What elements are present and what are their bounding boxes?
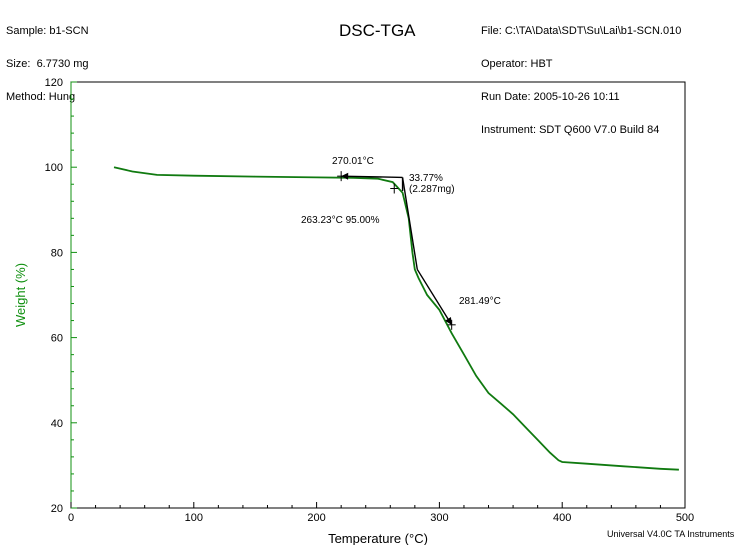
baseline-tangent [341,175,403,179]
x-tick-label: 400 [553,512,571,524]
x-tick-label: 0 [68,512,74,524]
y-tick-label: 120 [45,77,63,89]
onset-temp-label: 270.01°C [332,156,374,167]
step-tangent [401,177,418,270]
y-axis-label: Weight (%) [13,263,28,327]
run-date: Run Date: 2005-10-26 10:11 [481,91,620,103]
x-tick-label: 100 [185,512,203,524]
axis-ticks: 0 100 200 300 400 500 20 40 60 80 100 120 [45,77,695,524]
sample-method: Method: Hung [6,91,76,103]
point-95-label: 263.23°C 95.00% [301,215,380,226]
y-tick-label: 80 [51,247,63,259]
x-tick-label: 300 [430,512,448,524]
file-path: File: C:\TA\Data\SDT\Su\Lai\b1-SCN.010 [481,25,682,37]
chart-title: DSC-TGA [339,21,416,40]
end-tangent [416,269,453,326]
weight-loss-mass-label: (2.287mg) [409,184,455,195]
series-layer [113,166,679,471]
y-tick-label: 60 [51,333,63,345]
y-tick-label: 100 [45,162,63,174]
operator: Operator: HBT [481,58,553,70]
y-tick-label: 40 [51,418,63,430]
end-arrow [445,317,452,325]
software-note: Universal V4.0C TA Instruments [607,529,735,539]
x-tick-label: 500 [676,512,694,524]
plot-frame [70,81,686,509]
end-temp-label: 281.49°C [459,296,501,307]
run-info: File: C:\TA\Data\SDT\Su\Lai\b1-SCN.010 O… [481,4,681,147]
weight-curve [113,166,679,471]
x-tick-label: 200 [307,512,325,524]
sample-name: Sample: b1-SCN [6,25,89,37]
sample-info: Sample: b1-SCN Size: 6.7730 mg Method: H… [6,4,89,114]
y-tick-label: 20 [51,503,63,515]
instrument: Instrument: SDT Q600 V7.0 Build 84 [481,124,660,136]
annotation-layer: 270.01°C 33.77% (2.287mg) 263.23°C 95.00… [301,156,501,330]
weight-loss-label: 33.77% [409,173,443,184]
x-axis-label: Temperature (°C) [328,531,428,545]
sample-size: Size: 6.7730 mg [6,58,89,70]
